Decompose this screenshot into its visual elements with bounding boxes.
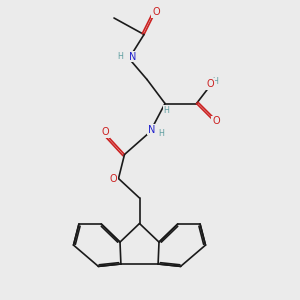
Text: H: H [158,129,164,138]
Text: O: O [206,79,214,89]
Text: N: N [148,124,155,135]
Text: H: H [117,52,123,61]
Text: H: H [164,106,169,115]
Text: O: O [212,116,220,127]
Text: O: O [101,127,109,137]
Text: H: H [212,76,218,85]
Text: N: N [129,52,136,62]
Text: O: O [152,7,160,17]
Text: O: O [109,173,117,184]
